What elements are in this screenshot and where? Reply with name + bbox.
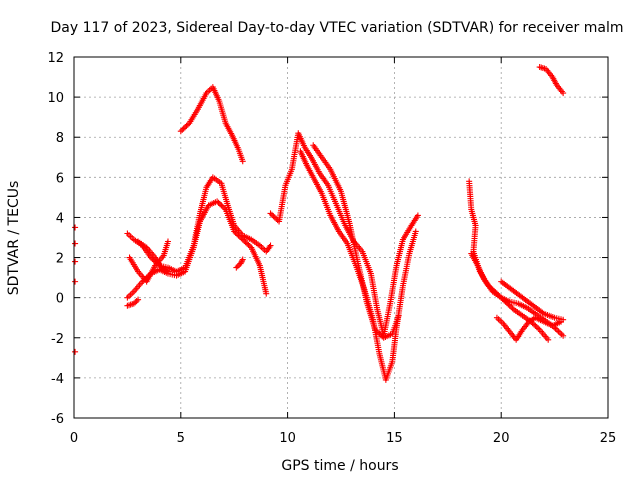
data-point <box>532 322 539 329</box>
x-tick-label: 25 <box>600 431 617 446</box>
x-tick-label: 0 <box>70 431 78 446</box>
data-point <box>555 328 562 335</box>
data-point <box>239 158 246 165</box>
data-point <box>533 324 540 331</box>
data-point <box>376 330 383 337</box>
data-point <box>508 304 515 311</box>
data-point <box>273 215 280 222</box>
data-point <box>72 258 79 265</box>
data-point <box>214 198 221 205</box>
y-tick-label: 10 <box>47 91 64 106</box>
data-point <box>184 121 191 128</box>
data-point <box>554 327 561 334</box>
data-point <box>135 296 142 303</box>
data-point <box>267 210 274 217</box>
data-point <box>72 278 79 285</box>
data-point <box>238 235 245 242</box>
data-point <box>216 201 223 208</box>
data-point <box>180 125 187 132</box>
y-tick-label: 6 <box>56 171 64 186</box>
data-point <box>373 328 380 335</box>
data-point <box>270 213 277 220</box>
data-point <box>414 212 421 219</box>
data-point <box>271 214 278 221</box>
data-point <box>164 238 171 245</box>
data-point <box>241 237 248 244</box>
data-point <box>72 240 79 247</box>
data-point <box>535 325 542 332</box>
y-tick-label: -4 <box>51 372 64 387</box>
x-tick-label: 20 <box>493 431 510 446</box>
data-point <box>218 202 225 209</box>
axis-ticks: 0 5 10 15 20 25 -6 -4 -2 0 2 4 6 8 10 12 <box>47 51 616 446</box>
data-point <box>237 260 244 267</box>
data-point <box>232 229 239 236</box>
y-tick-label: 8 <box>56 131 64 146</box>
data-point <box>375 329 382 336</box>
y-tick-label: -6 <box>51 412 64 427</box>
data-point <box>242 239 249 246</box>
data-point <box>219 203 226 210</box>
y-tick-label: 4 <box>56 211 64 226</box>
data-point <box>236 233 243 240</box>
data-point <box>245 241 252 248</box>
y-tick-label: 2 <box>56 252 64 267</box>
x-tick-label: 10 <box>279 431 296 446</box>
data-point <box>246 243 253 250</box>
data-point <box>132 299 139 306</box>
data-point <box>130 300 137 307</box>
data-point <box>412 228 419 235</box>
data-point <box>244 240 251 247</box>
data-point <box>234 263 241 270</box>
data-point <box>509 305 516 312</box>
data-point <box>133 298 140 305</box>
chart-title: Day 117 of 2023, Sidereal Day-to-day VTE… <box>51 20 624 36</box>
data-point <box>235 232 242 239</box>
data-points <box>72 64 567 383</box>
data-point <box>558 331 565 338</box>
data-point <box>560 90 567 97</box>
y-axis-label: SDTVAR / TECUs <box>6 181 22 296</box>
data-point <box>215 199 222 206</box>
y-tick-label: 0 <box>56 292 64 307</box>
data-point <box>557 329 564 336</box>
y-tick-label: 12 <box>47 51 64 66</box>
data-point <box>530 321 537 328</box>
y-tick-label: -2 <box>51 332 64 347</box>
data-point <box>234 231 241 238</box>
data-point <box>560 332 567 339</box>
data-point <box>239 257 246 264</box>
data-point <box>267 242 274 249</box>
data-point <box>182 124 189 131</box>
data-point <box>239 236 246 243</box>
data-point <box>179 126 186 133</box>
x-axis-label: GPS time / hours <box>281 458 398 474</box>
x-tick-label: 5 <box>177 431 185 446</box>
plot-frame <box>73 56 609 419</box>
data-point <box>72 348 79 355</box>
data-point <box>221 205 228 212</box>
data-point <box>72 224 79 231</box>
x-tick-label: 15 <box>386 431 403 446</box>
data-point <box>545 336 552 343</box>
data-point <box>164 268 171 275</box>
data-point <box>239 256 246 263</box>
data-point <box>263 290 270 297</box>
data-point <box>177 128 184 135</box>
data-point <box>395 312 402 319</box>
data-point <box>372 326 379 333</box>
data-point <box>560 316 567 323</box>
data-point <box>268 211 275 218</box>
data-point <box>377 332 384 339</box>
data-point <box>183 122 190 129</box>
data-point <box>231 228 238 235</box>
data-point <box>233 264 240 271</box>
data-point <box>238 259 245 266</box>
